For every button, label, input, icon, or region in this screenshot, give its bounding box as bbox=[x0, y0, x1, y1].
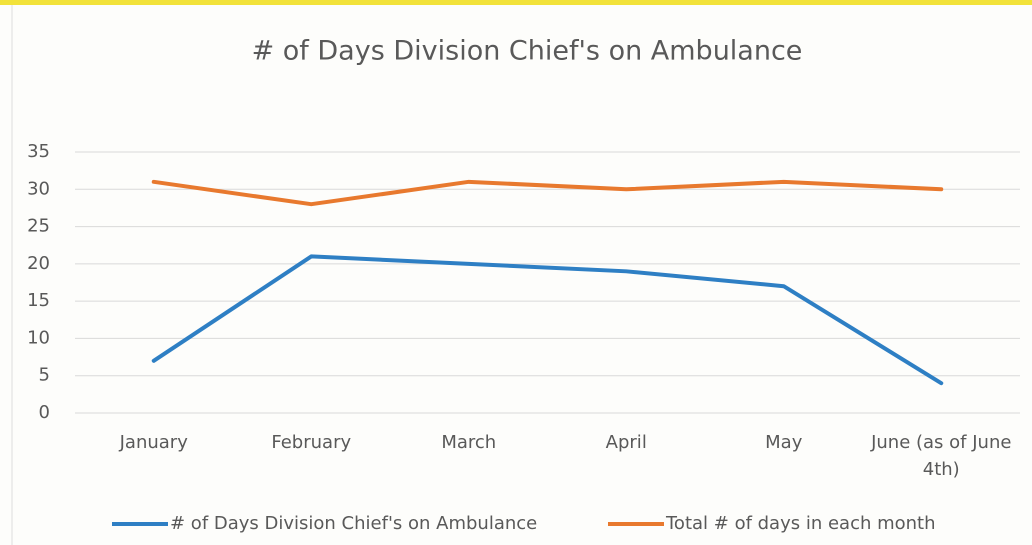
top-strip bbox=[0, 0, 1032, 5]
y-tick-label: 25 bbox=[27, 216, 50, 237]
x-tick-label: January bbox=[119, 432, 188, 453]
y-tick-label: 0 bbox=[39, 402, 50, 423]
legend-label: Total # of days in each month bbox=[665, 513, 936, 534]
x-tick-label: June (as of June 4th) bbox=[871, 432, 1012, 480]
y-tick-label: 30 bbox=[27, 178, 50, 199]
y-tick-label: 20 bbox=[27, 253, 50, 274]
chart-title: # of Days Division Chief's on Ambulance bbox=[252, 36, 803, 67]
legend-label: # of Days Division Chief's on Ambulance bbox=[170, 513, 537, 534]
y-tick-label: 15 bbox=[27, 290, 50, 311]
y-tick-label: 35 bbox=[27, 141, 50, 162]
x-tick-label: March bbox=[441, 432, 497, 453]
y-tick-label: 5 bbox=[39, 365, 50, 386]
x-tick-label: May bbox=[765, 432, 803, 453]
x-tick-label: April bbox=[605, 432, 647, 453]
x-tick-label: February bbox=[271, 432, 352, 453]
y-tick-label: 10 bbox=[27, 327, 50, 348]
series-line bbox=[151, 179, 944, 207]
series-line bbox=[151, 254, 944, 386]
